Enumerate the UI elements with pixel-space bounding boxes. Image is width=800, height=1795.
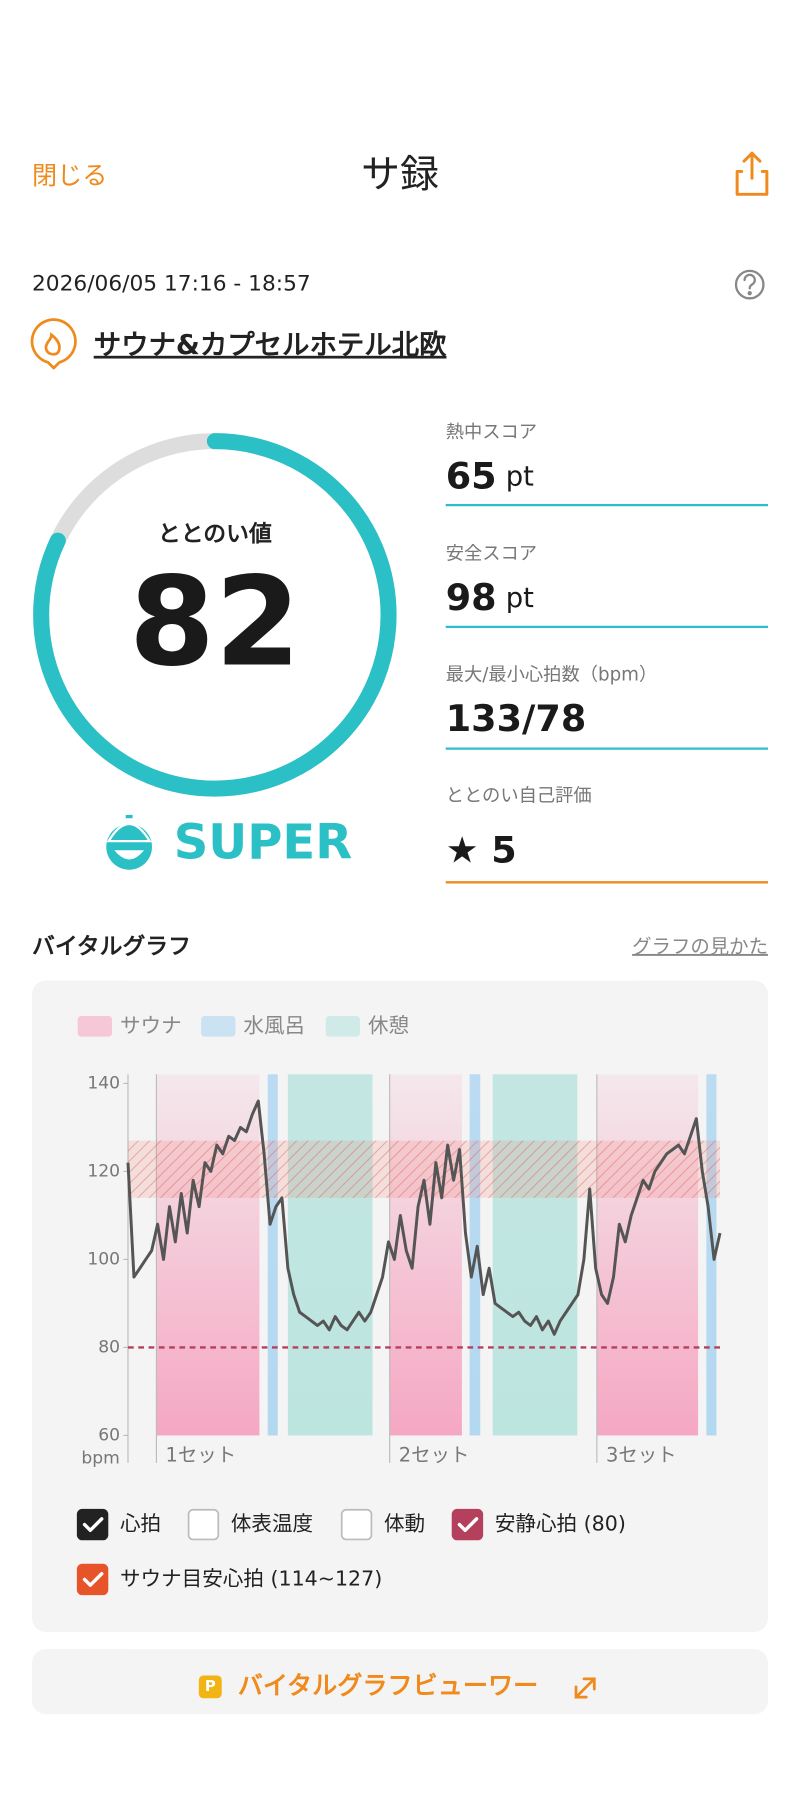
phase-band [389, 1074, 462, 1436]
set-label: 3セット [606, 1444, 677, 1467]
score-number: 5 [491, 828, 516, 871]
toggle-label[interactable]: 安静心拍 (80) [495, 1512, 626, 1536]
toggle-label[interactable]: サウナ目安心拍 (114~127) [120, 1566, 382, 1590]
phase-band [492, 1074, 578, 1436]
y-tick-label: 140 [87, 1073, 120, 1093]
legend-swatch [77, 1016, 112, 1037]
checkmark [82, 1517, 104, 1533]
share-icon[interactable] [735, 151, 769, 196]
close-button[interactable]: 閉じる [32, 161, 107, 190]
y-tick-label: 100 [87, 1249, 120, 1269]
legend-label: 休憩 [368, 1013, 409, 1037]
score-value: 65 pt [446, 454, 534, 497]
gauge-label: ととのい値 [158, 521, 272, 547]
facility-link[interactable]: サウナ&カプセルホテル北欧 [94, 329, 447, 361]
checkmark [82, 1572, 104, 1587]
set-label: 1セット [166, 1444, 237, 1467]
phase-band [267, 1074, 278, 1436]
score-label: 熱中スコア [446, 422, 537, 443]
viewer-label[interactable]: バイタルグラフビューワー [238, 1671, 538, 1700]
checkbox[interactable] [76, 1563, 109, 1596]
screen-title: サ録 [361, 153, 439, 198]
rank-label: SUPER [174, 815, 352, 871]
score-label: ととのい自己評価 [446, 786, 592, 807]
heart-rate-line [126, 1099, 722, 1336]
badge [198, 1675, 222, 1699]
toggle-label[interactable]: 体動 [384, 1512, 425, 1536]
legend-swatch [201, 1016, 236, 1037]
phase-band [706, 1074, 717, 1436]
score-number: 133/78 [446, 697, 587, 740]
legend-label: 水風呂 [243, 1013, 305, 1037]
set-label: 2セット [399, 1444, 470, 1467]
score-number: 98 [446, 575, 497, 618]
checkbox[interactable] [451, 1508, 484, 1541]
score-value: 133/78 [446, 697, 587, 740]
y-unit: bpm [81, 1448, 119, 1468]
badge-label: P [205, 1677, 216, 1695]
help-link[interactable]: グラフの見かた [632, 935, 768, 958]
section-title: バイタルグラフ [32, 933, 191, 960]
gauge-arc [33, 433, 397, 797]
score-unit: pt [506, 582, 534, 613]
legend-swatch [325, 1016, 360, 1037]
gauge-value: 82 [129, 551, 301, 695]
session-datetime: 2026/06/05 17:16 - 18:57 [32, 272, 311, 297]
score-value: 98 pt [446, 575, 534, 618]
score-number: 65 [446, 454, 497, 497]
checkmark [457, 1517, 479, 1533]
toggle-label[interactable]: 体表温度 [231, 1512, 313, 1536]
checkbox[interactable] [76, 1508, 109, 1541]
facility-icon [30, 318, 77, 370]
score-star: ★ [446, 828, 479, 871]
rank-icon [106, 812, 152, 870]
help-icon[interactable] [734, 269, 765, 300]
phase-band [596, 1074, 699, 1436]
expand-icon [574, 1677, 596, 1699]
y-tick-label: 80 [98, 1337, 120, 1357]
mascot-hat [106, 812, 152, 843]
y-tick-label: 60 [98, 1425, 120, 1445]
phase-band [287, 1074, 373, 1436]
toggle-label[interactable]: 心拍 [120, 1512, 161, 1536]
checkbox[interactable] [340, 1508, 373, 1541]
score-label: 最大/最小心拍数（bpm） [446, 664, 658, 685]
mascot-face [114, 850, 144, 860]
checkbox[interactable] [187, 1508, 220, 1541]
score-value: ★ 5 [446, 828, 517, 871]
score-unit: pt [506, 461, 534, 492]
score-label: 安全スコア [446, 543, 537, 564]
y-tick-label: 120 [87, 1161, 120, 1181]
phase-band [156, 1074, 260, 1436]
legend-label: サウナ [120, 1013, 182, 1037]
